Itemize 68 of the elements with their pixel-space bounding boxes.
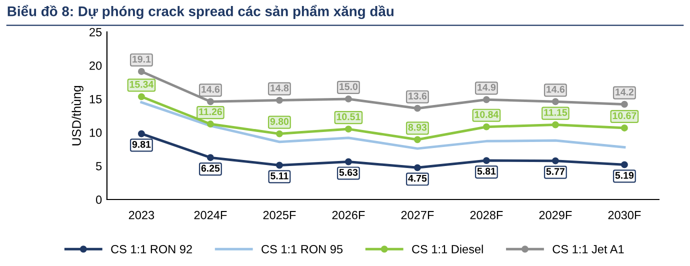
data-label: 6.25	[201, 164, 220, 172]
x-tick-label: 2028F	[470, 210, 503, 220]
point	[620, 100, 628, 108]
point	[344, 126, 352, 133]
legend-label: CS 1:1 Diesel	[412, 244, 483, 254]
data-label: 11.15	[544, 109, 568, 116]
data-label: 8.93	[408, 124, 427, 131]
point	[482, 96, 490, 104]
data-label: 14.2	[616, 88, 634, 96]
legend-label: CS 1:1 RON 92	[111, 245, 192, 254]
point	[414, 104, 421, 112]
x-tick-label: 2024F	[194, 210, 227, 220]
point	[276, 162, 283, 169]
point	[552, 121, 559, 128]
data-label: 13.6	[408, 92, 427, 100]
data-label: 5.11	[270, 172, 288, 180]
legend-label: CS 1:1 RON 95	[262, 245, 343, 254]
data-label: 11.26	[199, 108, 222, 116]
x-tick-label: 2027F	[401, 210, 434, 220]
data-label: 10.51	[336, 113, 360, 120]
x-tick-label: 2026F	[332, 210, 365, 220]
point	[206, 120, 214, 128]
point	[206, 154, 214, 162]
data-label: 14.6	[546, 86, 565, 93]
data-label: 5.81	[477, 168, 496, 175]
point	[620, 124, 628, 132]
point	[482, 123, 490, 130]
y-tick-label: 15	[90, 95, 102, 104]
point	[620, 161, 628, 168]
data-label: 9.81	[132, 140, 151, 148]
point	[138, 68, 145, 75]
data-label: 15.0	[340, 83, 358, 90]
y-axis-title: USD/thùng	[72, 86, 84, 146]
data-label: 4.75	[408, 174, 427, 182]
data-label: 5.19	[615, 172, 634, 179]
point	[414, 136, 421, 144]
y-tick-label: 25	[90, 28, 102, 36]
y-tick-label: 20	[90, 61, 102, 70]
point	[276, 96, 283, 104]
data-label: 14.8	[270, 84, 289, 92]
point	[414, 164, 421, 172]
x-tick-label: 2025F	[263, 210, 296, 220]
y-tick-label: 5	[96, 162, 102, 170]
point	[344, 158, 352, 166]
point	[276, 130, 283, 138]
point	[344, 95, 352, 102]
data-label: 5.63	[339, 168, 358, 176]
data-label: 14.6	[202, 86, 220, 93]
point	[138, 130, 145, 138]
y-tick-label: 0	[96, 196, 102, 204]
chart-title: Biểu đồ 8: Dự phóng crack spread các sản phẩm xăng dầu	[8, 4, 394, 20]
data-label: 10.84	[474, 111, 499, 118]
data-label: 15.34	[130, 80, 154, 88]
data-label: 14.9	[478, 84, 496, 91]
x-tick-label: 2030F	[608, 210, 641, 220]
point	[206, 98, 214, 106]
x-tick-label: 2023	[128, 210, 154, 220]
data-label: 19.1	[132, 56, 151, 63]
data-label: 10.67	[612, 112, 636, 120]
data-label: 9.80	[270, 118, 289, 125]
point	[482, 157, 490, 164]
y-tick-label: 10	[90, 128, 102, 137]
x-tick-label: 2029F	[539, 210, 572, 220]
legend-label: CS 1:1 Jet A1	[552, 245, 624, 254]
point	[552, 157, 559, 164]
point	[552, 98, 559, 106]
point	[138, 93, 145, 100]
data-label: 5.77	[546, 168, 564, 175]
